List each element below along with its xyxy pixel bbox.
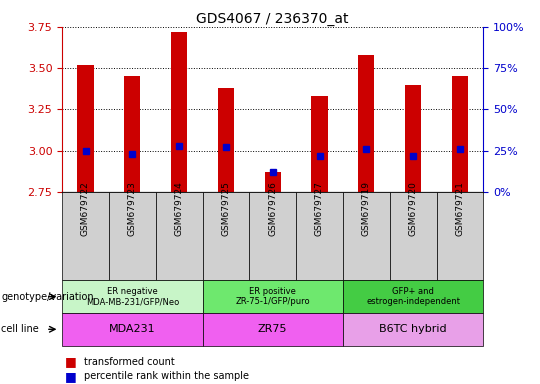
Text: B6TC hybrid: B6TC hybrid [379, 324, 447, 334]
Text: percentile rank within the sample: percentile rank within the sample [84, 371, 249, 381]
Text: GSM679723: GSM679723 [128, 181, 137, 236]
Text: cell line: cell line [1, 324, 39, 334]
Bar [451, 76, 468, 192]
Text: GSM679722: GSM679722 [81, 181, 90, 236]
Text: MDA231: MDA231 [109, 324, 156, 334]
Text: GSM679720: GSM679720 [409, 181, 417, 236]
Text: transformed count: transformed count [84, 357, 174, 367]
Bar [218, 88, 234, 192]
Bar [124, 76, 140, 192]
Text: ■: ■ [65, 370, 77, 383]
Title: GDS4067 / 236370_at: GDS4067 / 236370_at [197, 12, 349, 26]
Bar [358, 55, 375, 192]
Text: ■: ■ [65, 355, 77, 368]
Text: GSM679727: GSM679727 [315, 181, 324, 236]
Text: genotype/variation: genotype/variation [1, 291, 94, 302]
Text: ZR75: ZR75 [258, 324, 287, 334]
Text: ER positive
ZR-75-1/GFP/puro: ER positive ZR-75-1/GFP/puro [235, 287, 310, 306]
Bar [265, 172, 281, 192]
Text: ER negative
MDA-MB-231/GFP/Neo: ER negative MDA-MB-231/GFP/Neo [86, 287, 179, 306]
Bar [171, 32, 187, 192]
Text: GFP+ and
estrogen-independent: GFP+ and estrogen-independent [366, 287, 460, 306]
Bar [77, 65, 94, 192]
Text: GSM679726: GSM679726 [268, 181, 277, 236]
Text: GSM679719: GSM679719 [362, 181, 371, 236]
Bar [311, 96, 328, 192]
Text: GSM679721: GSM679721 [455, 181, 464, 236]
Text: GSM679724: GSM679724 [174, 181, 184, 236]
Bar [405, 85, 421, 192]
Text: GSM679725: GSM679725 [221, 181, 231, 236]
